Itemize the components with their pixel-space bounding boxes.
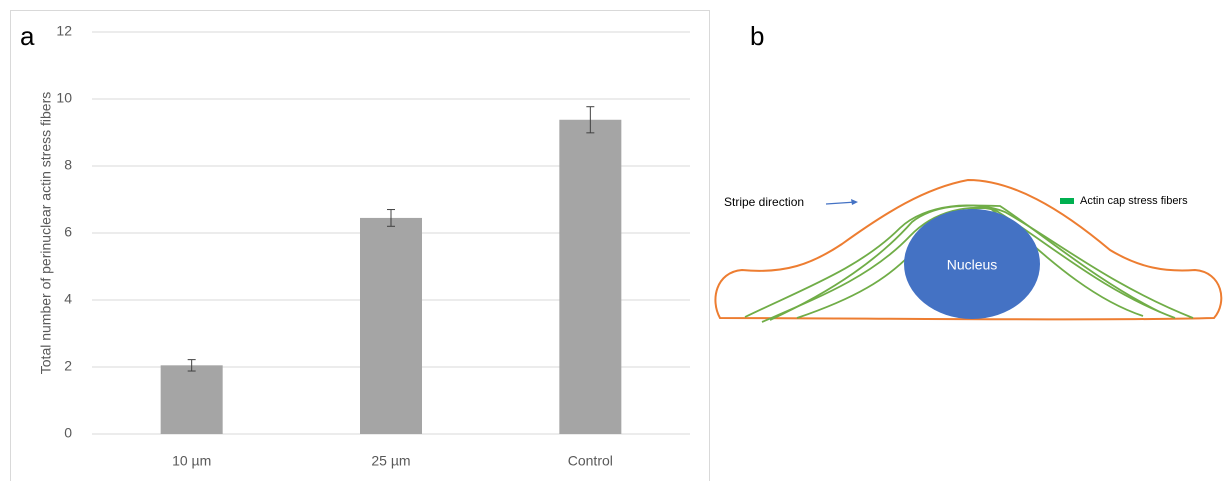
x-tick-label: 10 µm [172, 453, 211, 469]
stress-fiber [769, 204, 1161, 321]
nucleus-label: Nucleus [947, 257, 998, 273]
error-bar [187, 359, 196, 372]
y-tick-label: 0 [64, 425, 72, 441]
y-tick-label: 8 [64, 157, 72, 173]
y-axis-label: Total number of perinuclear actin stress… [38, 92, 54, 374]
y-tick-label: 2 [64, 358, 72, 374]
legend-swatch [1060, 198, 1074, 204]
stripe-arrowhead [851, 199, 858, 205]
y-tick-label: 12 [56, 23, 72, 39]
y-tick-label: 6 [64, 224, 72, 240]
bar [559, 119, 622, 435]
bar [360, 217, 422, 434]
nucleus [904, 209, 1040, 319]
stress-fiber [761, 207, 1176, 323]
cell-outline [714, 178, 1223, 321]
x-tick-label: Control [568, 453, 613, 469]
x-tick-label: 25 µm [371, 453, 410, 469]
error-bar [387, 209, 395, 227]
cell-diagram: Nucleus Stripe direction Actin cap stres… [714, 178, 1223, 323]
y-tick-label: 4 [64, 291, 72, 307]
error-bar [586, 106, 595, 134]
stripe-label: Stripe direction [724, 195, 804, 209]
panel-label: b [750, 21, 764, 51]
plot: 0 2 4 6 8 10 12 10 µm 25 µm Control [56, 23, 690, 469]
panel-label: a [20, 21, 35, 51]
stripe-arrow [825, 201, 857, 205]
legend-label: Actin cap stress fibers [1080, 195, 1188, 207]
bar [160, 365, 223, 434]
panel-frame [10, 10, 710, 481]
y-tick-label: 10 [56, 90, 72, 106]
